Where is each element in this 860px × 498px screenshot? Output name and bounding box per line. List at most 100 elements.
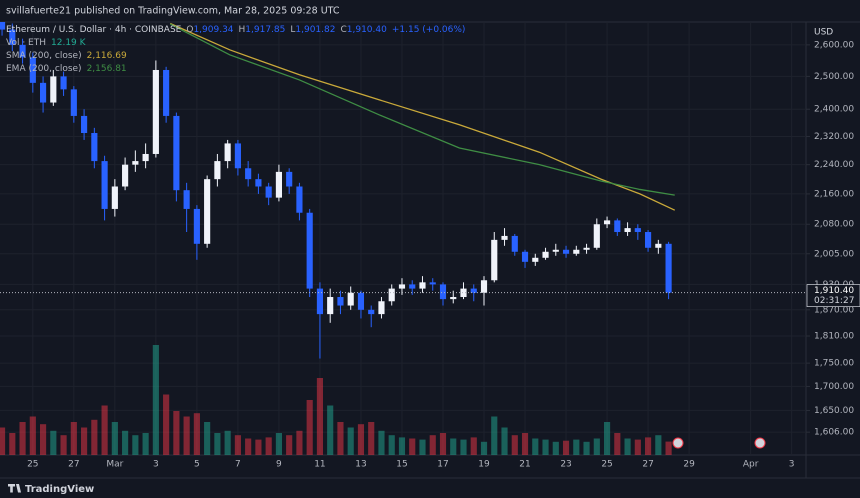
candle-body: [183, 190, 190, 209]
candle-body: [562, 249, 570, 254]
candle-body: [429, 282, 436, 285]
volume-bar: [470, 437, 477, 455]
volume-bar: [142, 433, 149, 455]
candle-body: [327, 297, 334, 315]
volume-bar: [286, 435, 293, 455]
candle-body: [398, 284, 406, 289]
y-tick-label: 2,500.00: [814, 72, 854, 82]
countdown: 02:31:27: [814, 296, 854, 306]
volume-bar: [132, 435, 139, 455]
x-tick-label: 13: [355, 460, 366, 470]
candle-body: [173, 115, 180, 191]
volume-bar: [234, 435, 241, 455]
y-tick-label: 1,606.00: [814, 428, 854, 438]
volume-bar: [0, 427, 6, 455]
volume-bar: [275, 433, 282, 455]
volume-bar: [101, 405, 108, 455]
candle-body: [193, 208, 200, 244]
legend: Ethereum / U.S. Dollar · 4h · COINBASE O1…: [6, 24, 465, 76]
candle-body: [81, 115, 88, 134]
volume-bar: [614, 433, 621, 455]
ohlc-value: 1,909.34: [193, 25, 234, 35]
volume-bar: [429, 435, 436, 455]
volume-bar: [419, 439, 426, 455]
candle-body: [286, 171, 293, 187]
brand-logo: [8, 484, 21, 493]
candle-body: [347, 292, 354, 306]
candle-body: [275, 171, 282, 198]
candle-body: [419, 282, 426, 289]
x-tick-label: 25: [601, 460, 612, 470]
candle-body: [357, 292, 365, 310]
x-tick-label: 11: [314, 460, 325, 470]
x-tick-label: 9: [276, 460, 282, 470]
candle-body: [501, 235, 508, 240]
volume-bar: [152, 345, 159, 455]
candle-body: [316, 288, 324, 315]
volume-bar: [409, 438, 416, 455]
brand: TradingView: [25, 484, 94, 495]
ohlc-label: C: [340, 25, 347, 35]
y-tick-label: 2,005.00: [814, 249, 854, 259]
candle-body: [542, 251, 549, 258]
candle-body: [552, 249, 559, 252]
volume-bar: [60, 435, 67, 455]
x-tick-label: 3: [789, 460, 795, 470]
volume-name: Vol · ETH: [6, 38, 46, 48]
volume-bar: [214, 433, 221, 455]
candle-body: [532, 257, 539, 262]
volume-bar: [91, 419, 98, 455]
ohlc-item: +1.15 (+0.06%): [392, 24, 466, 37]
header-text: svillafuerte21 published on TradingView.…: [6, 6, 340, 17]
header-bar: [0, 0, 860, 22]
candle-body: [163, 69, 170, 116]
candle-body: [573, 249, 580, 254]
candle-body: [39, 82, 47, 103]
y-tick-label: 1,700.00: [814, 382, 854, 392]
candle-body: [480, 280, 488, 293]
volume-bar: [347, 427, 354, 455]
y-tick-label: 1,650.00: [814, 406, 854, 416]
volume-bar: [245, 438, 252, 455]
candle-body: [634, 228, 641, 233]
volume-bar: [50, 430, 57, 455]
volume-bar: [542, 439, 549, 455]
event-icon[interactable]: [672, 437, 684, 449]
candle-body: [665, 243, 672, 293]
volume-bar: [665, 441, 672, 455]
candle-body: [265, 186, 272, 198]
candle-body: [9, 29, 16, 45]
last-price-label: 1,910.40: [814, 286, 854, 296]
candle-body: [460, 288, 467, 298]
indicator-line: [169, 23, 675, 196]
candle-body: [70, 89, 77, 116]
y-tick-label: 2,240.00: [814, 160, 854, 170]
volume-bar: [501, 427, 508, 455]
volume-bar: [439, 433, 447, 455]
candle-body: [255, 179, 262, 187]
x-tick-label: 29: [683, 460, 695, 470]
volume-bar: [450, 438, 457, 455]
volume-bar: [378, 430, 385, 455]
volume-bar: [81, 427, 88, 455]
candle-body: [603, 220, 611, 225]
y-tick-label: 2,320.00: [814, 132, 854, 142]
symbol: Ethereum / U.S. Dollar · 4h · COINBASE: [6, 25, 182, 35]
candle-body: [450, 297, 457, 300]
candle-body: [111, 186, 118, 209]
candle-body: [224, 143, 231, 162]
candle-body: [409, 284, 416, 289]
volume-bar: [327, 405, 334, 455]
volume-bar: [9, 433, 16, 455]
x-tick-label: 5: [194, 460, 200, 470]
volume-bar: [111, 422, 118, 455]
event-icon[interactable]: [754, 437, 766, 449]
volume-bar: [562, 440, 570, 455]
volume-bar: [296, 430, 303, 455]
ohlc-item: L1,901.82: [290, 24, 335, 37]
footer-bar: [0, 478, 860, 498]
candle-body: [60, 76, 67, 90]
volume-bar: [480, 441, 488, 455]
